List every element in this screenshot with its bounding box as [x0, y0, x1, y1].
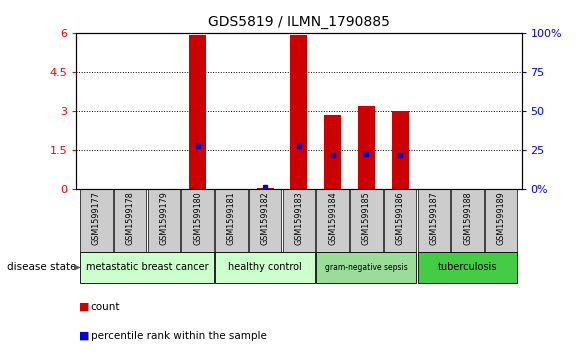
Bar	[189, 35, 206, 189]
Bar	[249, 189, 281, 252]
Text: GSM1599177: GSM1599177	[92, 191, 101, 245]
Text: tuberculosis: tuberculosis	[438, 262, 498, 273]
Text: GSM1599184: GSM1599184	[328, 191, 337, 245]
Bar	[316, 189, 349, 252]
Bar	[418, 189, 450, 252]
Text: GSM1599186: GSM1599186	[396, 191, 404, 245]
Bar	[215, 252, 315, 283]
Text: count: count	[91, 302, 120, 312]
Text: percentile rank within the sample: percentile rank within the sample	[91, 331, 267, 341]
Bar	[358, 106, 375, 189]
Bar	[324, 115, 341, 189]
Text: GSM1599178: GSM1599178	[125, 191, 135, 245]
Bar	[485, 189, 517, 252]
Text: gram-negative sepsis: gram-negative sepsis	[325, 263, 408, 272]
Bar	[257, 188, 274, 189]
Text: ■: ■	[79, 331, 90, 341]
Bar	[182, 189, 214, 252]
Bar	[391, 111, 408, 189]
Text: healthy control: healthy control	[228, 262, 302, 273]
Text: GSM1599182: GSM1599182	[261, 191, 270, 245]
Bar	[418, 252, 517, 283]
Text: GSM1599180: GSM1599180	[193, 191, 202, 245]
Text: GSM1599185: GSM1599185	[362, 191, 371, 245]
Bar	[384, 189, 416, 252]
Text: GSM1599179: GSM1599179	[159, 191, 168, 245]
Bar	[316, 252, 416, 283]
Text: GSM1599183: GSM1599183	[294, 191, 304, 245]
Title: GDS5819 / ILMN_1790885: GDS5819 / ILMN_1790885	[208, 15, 390, 29]
Text: disease state: disease state	[8, 262, 77, 273]
Text: GSM1599181: GSM1599181	[227, 191, 236, 245]
Bar	[80, 252, 214, 283]
Text: GSM1599188: GSM1599188	[463, 191, 472, 245]
Bar	[114, 189, 146, 252]
Text: ■: ■	[79, 302, 90, 312]
Bar	[148, 189, 180, 252]
Text: metastatic breast cancer: metastatic breast cancer	[86, 262, 209, 273]
Text: GSM1599189: GSM1599189	[497, 191, 506, 245]
Bar	[80, 189, 113, 252]
Bar	[291, 35, 307, 189]
Bar	[451, 189, 484, 252]
Text: GSM1599187: GSM1599187	[430, 191, 438, 245]
Bar	[215, 189, 247, 252]
Bar	[350, 189, 383, 252]
Bar	[282, 189, 315, 252]
